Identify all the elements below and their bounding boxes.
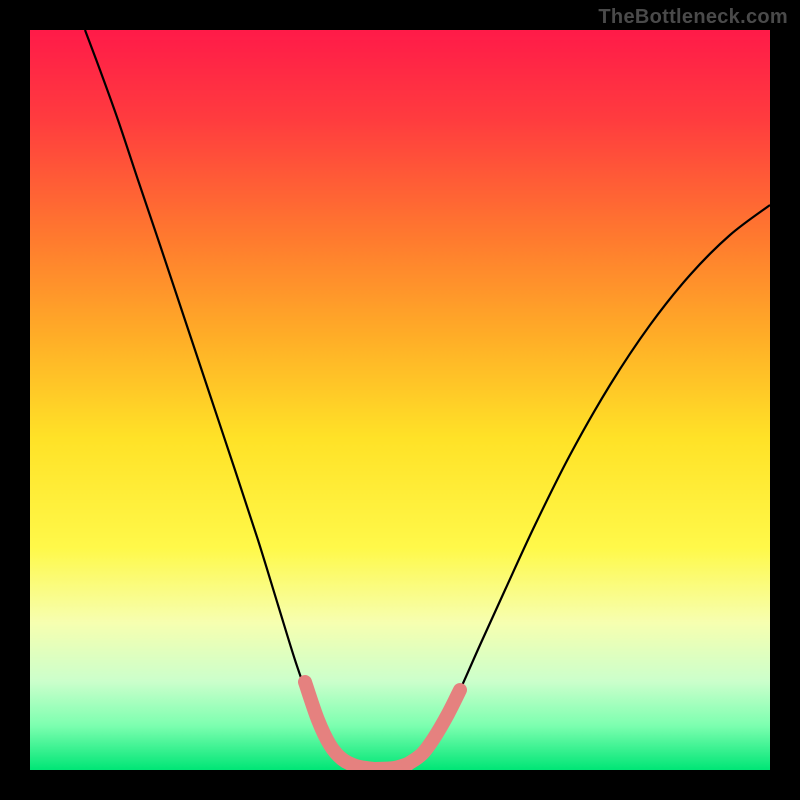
plot-area	[30, 30, 770, 770]
overlay-segment-0	[305, 682, 374, 769]
watermark-link[interactable]: TheBottleneck.com	[598, 6, 788, 29]
bottleneck-curve	[85, 30, 770, 769]
curve-layer	[30, 30, 770, 770]
overlay-segment-2	[408, 690, 460, 764]
chart-root: TheBottleneck.com	[0, 0, 800, 800]
